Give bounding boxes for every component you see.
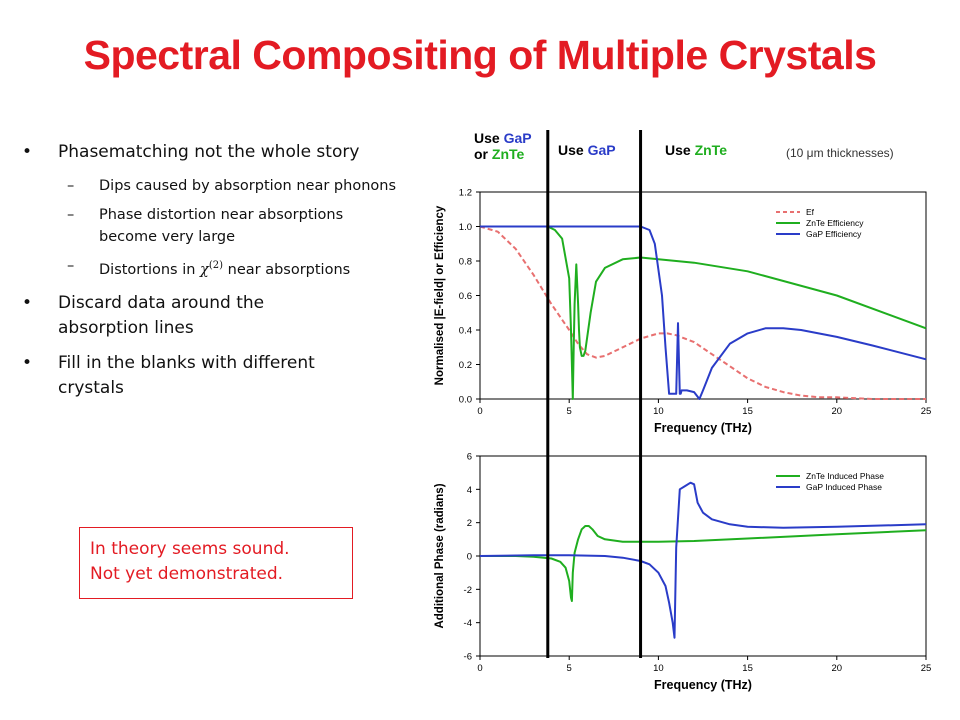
sub-bullet-chi2-tail: near absorptions: [227, 261, 351, 278]
chart1-series-line-znte-efficiency: [480, 225, 927, 400]
sub-bullet-group: – Dips caused by absorption near phonons …: [22, 175, 422, 281]
bullet-discard: Discard data around the absorption lines: [22, 291, 348, 341]
chart1-y-tick-label: 0.8: [459, 257, 472, 268]
bullet-fill: Fill in the blanks with different crysta…: [22, 351, 378, 401]
sub-bullet-phase-distortion: – Phase distortion near absorptions becom…: [67, 207, 344, 245]
chart2-legend-label: ZnTe Induced Phase: [806, 471, 884, 481]
chart1-legend-label: GaP Efficiency: [806, 229, 862, 239]
chart1-x-tick-label: 0: [477, 406, 482, 417]
chart1-y-tick-label: 0.2: [459, 360, 472, 371]
chart-figure: 0 5 10 15 20 250.00.20.40.60.81.01.2Frequency…: [434, 130, 932, 692]
chart1-y-tick-label: 1.0: [459, 222, 472, 233]
chart2-legend-label: GaP Induced Phase: [806, 482, 882, 492]
chart1-legend-label: Ef: [806, 207, 815, 217]
chart2-x-axis-label: Frequency (THz): [654, 678, 752, 692]
chart1-x-tick-label: 15: [742, 406, 753, 417]
chi-symbol: χ: [200, 261, 209, 278]
chart2-y-tick-label: 0: [467, 552, 472, 563]
chart2-y-tick-label: -6: [464, 652, 472, 663]
chart1-legend-label: ZnTe Efficiency: [806, 218, 864, 228]
chart2-y-tick-label: -2: [464, 585, 472, 596]
note-line-1: In theory seems sound.: [90, 539, 290, 559]
chart1-y-tick-label: 0.6: [459, 291, 472, 302]
conclusion-note-box: In theory seems sound. Not yet demonstra…: [79, 527, 353, 599]
chart1-x-tick-label: 5: [567, 406, 572, 417]
chart2-y-tick-label: 4: [467, 485, 472, 496]
chart2-series-line-gap-induced-phase: [479, 481, 927, 639]
chart2-x-tick-label: 0: [477, 663, 482, 674]
sub-bullet-chi2: – Distortions in χ(2) near absorptions: [67, 258, 351, 278]
thickness-note: (10 μm thicknesses): [786, 146, 894, 160]
chart1-y-tick-label: 1.2: [459, 188, 472, 199]
chart1-series-line-ef: [479, 225, 926, 400]
chart2-x-tick-label: 15: [742, 663, 753, 674]
sub-bullet-dips-text: Dips caused by absorption near phonons: [99, 178, 396, 194]
sub-bullet-list: – Dips caused by absorption near phonons …: [22, 175, 422, 281]
chart2-series-line-znte-induced-phase: [480, 525, 927, 602]
chart2-x-tick-label: 20: [832, 663, 843, 674]
label-znte: ZnTe: [491, 146, 525, 162]
chart2-x-tick-label: 5: [567, 663, 572, 674]
bullet-phasematching: Phasematching not the whole story: [22, 140, 422, 165]
chart1-y-tick-label: 0.0: [459, 395, 472, 406]
chart1-series-line-gap-efficiency: [480, 225, 927, 400]
chart1-x-tick-label: 10: [653, 406, 664, 417]
chart1-y-axis-label: Normalised |E-field| or Efficiency: [434, 205, 446, 385]
chart1-x-axis-label: Frequency (THz): [654, 421, 752, 435]
bullet-list: Phasematching not the whole story –Dips …: [22, 140, 422, 411]
chart2-x-tick-label: 10: [653, 663, 664, 674]
region-label-gap: Use GaP: [558, 142, 616, 158]
chart1-x-tick-label: 25: [921, 406, 932, 417]
chart1-y-tick-label: 0.4: [459, 326, 472, 337]
chart2-y-tick-label: 6: [467, 452, 472, 463]
region-label-gap-or-znte: Use GaP or ZnTe: [474, 130, 532, 162]
chart2-y-axis-label: Additional Phase (radians): [434, 483, 446, 628]
region-label-znte: Use ZnTe: [665, 142, 727, 158]
chi-superscript: (2): [208, 260, 224, 271]
sub-bullet-phase-text: Phase distortion near absorptions become…: [99, 207, 344, 245]
note-line-2: Not yet demonstrated.: [90, 564, 284, 584]
chart2-x-tick-label: 25: [921, 663, 932, 674]
chart2-y-tick-label: -4: [464, 618, 472, 629]
chart2-y-tick-label: 2: [467, 518, 472, 529]
slide-title: Spectral Compositing of Multiple Crystal…: [83, 32, 877, 78]
sub-bullet-chi2-text: Distortions in: [99, 261, 196, 278]
label-gap: GaP: [503, 130, 532, 146]
chart1-x-tick-label: 20: [832, 406, 843, 417]
sub-bullet-dips: – Dips caused by absorption near phonons: [67, 178, 396, 194]
